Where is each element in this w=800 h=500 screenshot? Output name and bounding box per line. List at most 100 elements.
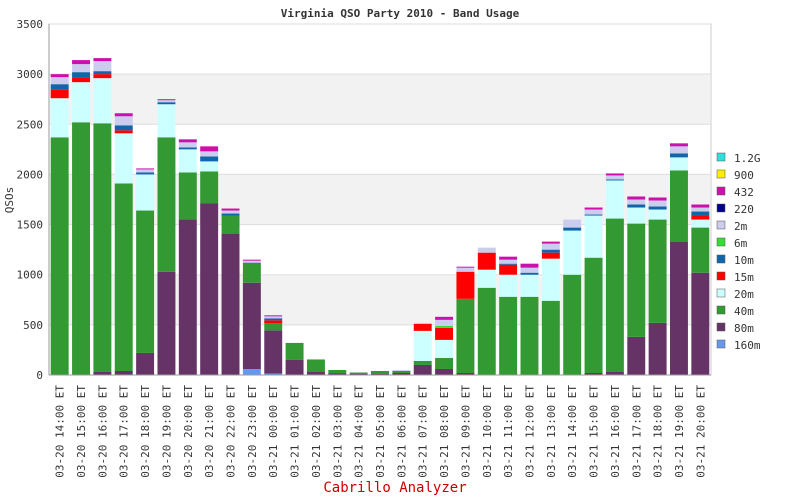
bar-segment-432 bbox=[670, 143, 688, 147]
bar-segment-20m bbox=[93, 78, 112, 124]
bar-segment-80m bbox=[136, 352, 155, 375]
x-tick-label: 03-20 16:00 ET bbox=[96, 385, 109, 478]
legend-swatch bbox=[716, 169, 726, 179]
bar-segment-80m bbox=[93, 371, 112, 375]
x-tick-label: 03-21 00:00 ET bbox=[267, 385, 280, 478]
bar-segment-80m bbox=[584, 372, 603, 375]
bar-segment-432 bbox=[605, 173, 624, 176]
grid-band bbox=[50, 74, 710, 125]
bar-segment-80m bbox=[200, 203, 219, 375]
bar-segment-6m bbox=[435, 325, 454, 328]
bar-segment-432 bbox=[584, 207, 603, 210]
bar-segment-20m bbox=[50, 98, 69, 138]
bar-segment-10m bbox=[72, 72, 90, 78]
bar-segment-40m bbox=[627, 223, 646, 337]
bar-segment-15m bbox=[456, 271, 475, 299]
legend-label: 160m bbox=[734, 339, 761, 352]
bar-segment-2m bbox=[392, 369, 411, 371]
bar-segment-40m bbox=[50, 137, 69, 375]
legend-swatch bbox=[716, 152, 726, 162]
x-tick-labels: 03-20 14:00 ET 03-20 15:00 ET 03-20 16:00 … bbox=[54, 385, 708, 478]
bar-segment-20m bbox=[200, 161, 219, 172]
x-tick-label: 03-20 17:00 ET bbox=[118, 385, 131, 478]
x-tick-label: 03-20 15:00 ET bbox=[75, 385, 88, 478]
bar-segment-10m bbox=[605, 179, 624, 181]
bar-segment-40m bbox=[114, 183, 133, 371]
bar-segment-432 bbox=[114, 113, 133, 117]
y-tick-labels: 0 500 1000 1500 2000 2500 3000 3500 bbox=[17, 18, 44, 382]
bar-segment-20m bbox=[670, 157, 688, 171]
legend-label: 40m bbox=[734, 305, 754, 318]
bar-segment-160m bbox=[242, 368, 261, 375]
bar-segment-80m bbox=[264, 330, 283, 374]
x-tick-label: 03-21 20:00 ET bbox=[694, 385, 707, 478]
bar-segment-80m bbox=[648, 322, 667, 375]
legend-label: 20m bbox=[734, 288, 754, 301]
bar-segment-20m bbox=[157, 104, 176, 138]
bar-segment-20m bbox=[541, 258, 560, 301]
bar-segment-10m bbox=[221, 213, 240, 216]
legend-label: 6m bbox=[734, 237, 748, 250]
x-tick-label: 03-21 18:00 ET bbox=[652, 385, 665, 478]
legend-label: 220 bbox=[734, 203, 754, 216]
x-tick-label: 03-21 03:00 ET bbox=[331, 385, 344, 478]
bar-segment-80m bbox=[114, 370, 133, 375]
x-tick-label: 03-20 23:00 ET bbox=[246, 385, 259, 478]
x-tick-label: 03-21 04:00 ET bbox=[353, 385, 366, 478]
bar-segment-432 bbox=[178, 139, 197, 143]
chart-title: Virginia QSO Party 2010 - Band Usage bbox=[281, 7, 520, 20]
bar-segment-40m bbox=[221, 215, 240, 234]
y-tick-label: 1500 bbox=[17, 219, 44, 232]
bar-segment-80m bbox=[306, 371, 325, 375]
bar-segment-2m bbox=[456, 267, 475, 272]
bar-segment-40m bbox=[477, 287, 496, 375]
bar-segment-40m bbox=[520, 296, 539, 375]
bar-segment-80m bbox=[328, 373, 347, 375]
bar-segment-80m bbox=[221, 233, 240, 375]
x-tick-label: 03-20 21:00 ET bbox=[203, 385, 216, 478]
bar-segment-20m bbox=[136, 174, 155, 211]
bar-segment-15m bbox=[50, 89, 69, 99]
x-tick-label: 03-21 12:00 ET bbox=[524, 385, 537, 478]
bar-segment-80m bbox=[413, 364, 432, 375]
bar-segment-15m bbox=[114, 130, 133, 134]
bar-segment-432 bbox=[136, 168, 155, 170]
footer-label: Cabrillo Analyzer bbox=[323, 480, 466, 496]
x-tick-label: 03-21 07:00 ET bbox=[417, 385, 430, 478]
bar-segment-2m bbox=[499, 259, 518, 264]
bar-segment-20m bbox=[691, 219, 710, 228]
x-tick-label: 03-20 22:00 ET bbox=[225, 385, 238, 478]
bar-segment-2m bbox=[200, 151, 219, 157]
bar-segment-80m bbox=[178, 219, 197, 375]
x-tick-label: 03-21 14:00 ET bbox=[566, 385, 579, 478]
bar-segment-20m bbox=[648, 209, 667, 220]
bar-segment-40m bbox=[413, 360, 432, 365]
bar-segment-432 bbox=[627, 196, 646, 200]
bar-segment-15m bbox=[541, 252, 560, 259]
bar-segment-432 bbox=[691, 204, 710, 208]
bar-segment-2m bbox=[541, 243, 560, 250]
legend-swatch bbox=[716, 203, 726, 213]
bar-segment-20m bbox=[114, 133, 133, 184]
bar-segment-80m bbox=[670, 241, 688, 375]
legend-label: 432 bbox=[734, 186, 754, 199]
bar-segment-20m bbox=[477, 269, 496, 288]
legend-swatch bbox=[716, 271, 726, 281]
bar-segment-40m bbox=[456, 298, 475, 373]
bar-segment-20m bbox=[413, 330, 432, 361]
bar-segment-2m bbox=[648, 200, 667, 207]
bar-segment-40m bbox=[242, 263, 261, 283]
bar-segment-20m bbox=[627, 207, 646, 224]
bar-segment-80m bbox=[605, 371, 624, 375]
bar-segment-40m bbox=[371, 370, 389, 374]
bar-segment-10m bbox=[136, 172, 155, 175]
bar-segment-15m bbox=[264, 320, 283, 324]
bar-segment-2m bbox=[114, 116, 133, 126]
y-axis-label: QSOs bbox=[3, 187, 16, 214]
bar-segment-40m bbox=[72, 122, 90, 375]
legend-swatch bbox=[716, 322, 726, 332]
bar-segment-15m bbox=[93, 74, 112, 79]
bar-segment-432 bbox=[72, 60, 90, 65]
bar-segment-10m bbox=[157, 102, 176, 105]
y-tick-label: 2500 bbox=[17, 118, 44, 131]
